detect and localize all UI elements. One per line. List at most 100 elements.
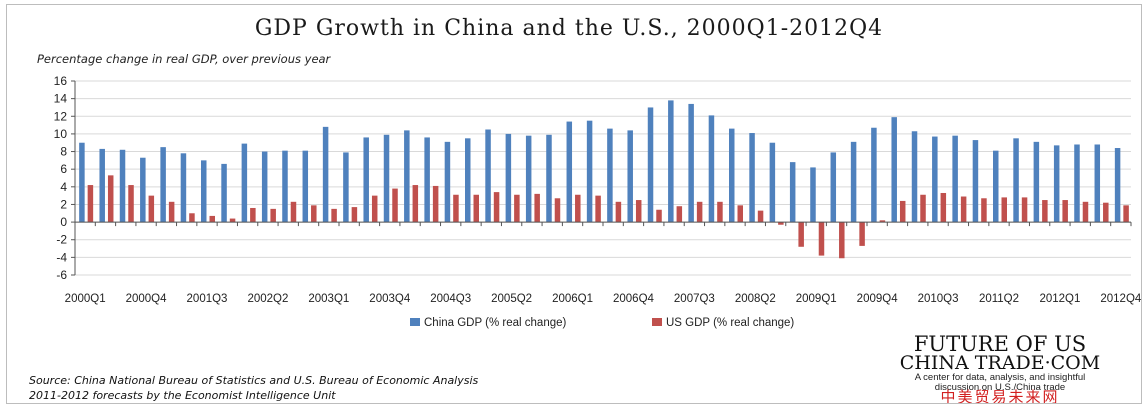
- china-gdp-bar-2009Q1: [810, 167, 816, 223]
- x-tick-label: 2001Q3: [187, 293, 228, 305]
- us-gdp-bar-2001Q3: [209, 215, 215, 223]
- us-gdp-bar-2004Q4: [473, 194, 479, 223]
- us-gdp-bar-2007Q2: [676, 206, 683, 223]
- x-tick-label: 2010Q3: [918, 293, 959, 305]
- china-gdp-bar-2010Q3: [932, 136, 938, 223]
- china-gdp-bar-2005Q3: [525, 135, 532, 223]
- source-line-1: Source: China National Bureau of Statist…: [29, 374, 479, 387]
- china-gdp-bar-2008Q3: [769, 142, 776, 223]
- china-gdp-bar-2006Q3: [607, 128, 613, 223]
- x-tick-label: 2012Q1: [1039, 293, 1080, 305]
- us-gdp-bar-2008Q3: [778, 222, 784, 225]
- x-tick-label: 2009Q4: [857, 293, 899, 305]
- legend-swatch-china: [410, 318, 420, 326]
- china-gdp-bar-2005Q1: [485, 129, 491, 223]
- us-gdp-bar-2004Q2: [432, 185, 439, 223]
- us-gdp-bar-2008Q1: [737, 205, 743, 223]
- us-gdp-bar-2010Q3: [940, 192, 947, 223]
- china-gdp-bar-2011Q4: [1033, 141, 1040, 223]
- site-logo: FUTURE OF US CHINA TRADE·COM A center fo…: [900, 332, 1100, 403]
- china-gdp-bar-2004Q3: [444, 141, 451, 223]
- china-gdp-bar-2002Q1: [241, 143, 248, 223]
- china-gdp-bar-2007Q1: [647, 107, 654, 223]
- us-gdp-bar-2009Q1: [818, 222, 825, 256]
- china-gdp-bar-2003Q2: [343, 152, 349, 223]
- us-gdp-bar-2002Q1: [250, 207, 256, 223]
- us-gdp-bar-2011Q4: [1042, 200, 1048, 223]
- us-gdp-bar-2004Q3: [453, 194, 459, 223]
- china-gdp-bar-2010Q2: [911, 131, 918, 223]
- china-gdp-bar-2000Q4: [140, 157, 146, 223]
- x-tick-label: 2006Q1: [552, 293, 593, 305]
- us-gdp-bar-2001Q2: [189, 213, 195, 223]
- china-gdp-bar-2005Q4: [546, 134, 552, 223]
- y-tick-label: 8: [60, 145, 67, 159]
- y-tick-label: 2: [60, 197, 67, 211]
- us-gdp-bar-2008Q4: [798, 222, 804, 247]
- china-gdp-bar-2001Q4: [221, 163, 227, 223]
- us-gdp-bar-2012Q1: [1062, 200, 1068, 223]
- legend-swatch-us: [652, 318, 662, 326]
- china-gdp-bar-2002Q3: [282, 150, 288, 223]
- us-gdp-bar-2005Q2: [514, 194, 520, 223]
- china-gdp-bar-2004Q4: [465, 138, 471, 223]
- gridlines: [75, 80, 1131, 276]
- us-gdp-bar-2006Q1: [575, 194, 581, 223]
- us-gdp-bar-2011Q1: [981, 198, 987, 223]
- china-gdp-bar-2012Q2: [1074, 144, 1080, 223]
- logo-line-2: CHINA TRADE·COM: [900, 352, 1100, 374]
- china-gdp-bar-2005Q2: [505, 133, 512, 223]
- us-gdp-bar-2001Q4: [229, 218, 236, 223]
- us-gdp-bar-2010Q4: [960, 196, 967, 223]
- china-gdp-bar-2001Q1: [160, 147, 166, 223]
- x-tick-label: 2006Q4: [613, 293, 655, 305]
- x-tick-label: 2005Q2: [491, 293, 532, 305]
- china-gdp-bar-2011Q2: [993, 150, 999, 223]
- china-gdp-bar-2010Q4: [952, 135, 958, 223]
- us-gdp-bar-2006Q2: [595, 195, 601, 223]
- china-gdp-bar-2009Q4: [871, 127, 877, 223]
- china-gdp-bar-2007Q4: [708, 115, 715, 223]
- china-gdp-bar-2000Q3: [119, 149, 126, 223]
- chart-frame: GDP Growth in China and the U.S., 2000Q1…: [6, 4, 1142, 404]
- china-gdp-bar-2009Q2: [830, 152, 837, 223]
- us-gdp-bar-2006Q4: [635, 200, 642, 223]
- us-gdp-bar-2002Q4: [311, 205, 317, 223]
- us-gdp-bar-2007Q4: [717, 201, 723, 223]
- china-gdp-bar-2009Q3: [850, 141, 857, 223]
- us-gdp-bar-2007Q3: [696, 201, 703, 223]
- china-gdp-bar-2012Q1: [1053, 145, 1060, 223]
- us-gdp-bar-2011Q2: [1001, 197, 1007, 223]
- china-gdp-bar-2007Q3: [688, 103, 694, 223]
- us-gdp-bar-2001Q1: [168, 201, 175, 223]
- china-gdp-bar-2001Q3: [201, 160, 207, 223]
- us-gdp-bar-2003Q2: [351, 207, 358, 223]
- china-gdp-bar-2002Q2: [261, 151, 268, 223]
- legend-label-us: US GDP (% real change): [666, 317, 794, 329]
- us-gdp-bar-2010Q1: [899, 200, 906, 223]
- legend-label-china: China GDP (% real change): [424, 317, 566, 329]
- china-gdp-bar-2006Q4: [627, 130, 633, 223]
- china-gdp-bar-2011Q3: [1013, 138, 1019, 223]
- us-gdp-bar-2002Q3: [290, 201, 297, 223]
- china-gdp-bar-2001Q2: [180, 153, 187, 223]
- us-gdp-bar-2005Q4: [554, 198, 561, 223]
- us-gdp-bar-2003Q1: [331, 208, 337, 223]
- us-gdp-bar-2000Q1: [87, 185, 94, 223]
- x-tick-label: 2008Q2: [735, 293, 776, 305]
- source-line-2: 2011-2012 forecasts by the Economist Int…: [29, 389, 336, 402]
- y-axis: -6 -4 -2 0 2 4 6 8 10 12 14 16: [54, 74, 76, 282]
- us-gdp-bar-2000Q2: [107, 175, 114, 223]
- logo-chinese-name: 中美贸易未来网: [940, 388, 1059, 403]
- x-tick-label: 2012Q4: [1100, 293, 1141, 305]
- us-gdp-bar-2012Q4: [1123, 205, 1129, 223]
- us-gdp-bar-2009Q3: [859, 222, 865, 246]
- us-gdp-bar-2007Q1: [656, 209, 662, 223]
- us-gdp-bar-2000Q4: [148, 195, 155, 223]
- us-gdp-bar-2006Q3: [615, 201, 622, 223]
- us-gdp-bar-2000Q3: [128, 185, 134, 223]
- us-gdp-bar-2009Q2: [839, 222, 845, 259]
- us-gdp-bar-2008Q2: [757, 210, 764, 223]
- us-gdp-bar-2003Q4: [392, 188, 398, 223]
- gdp-growth-chart: GDP Growth in China and the U.S., 2000Q1…: [29, 16, 1141, 403]
